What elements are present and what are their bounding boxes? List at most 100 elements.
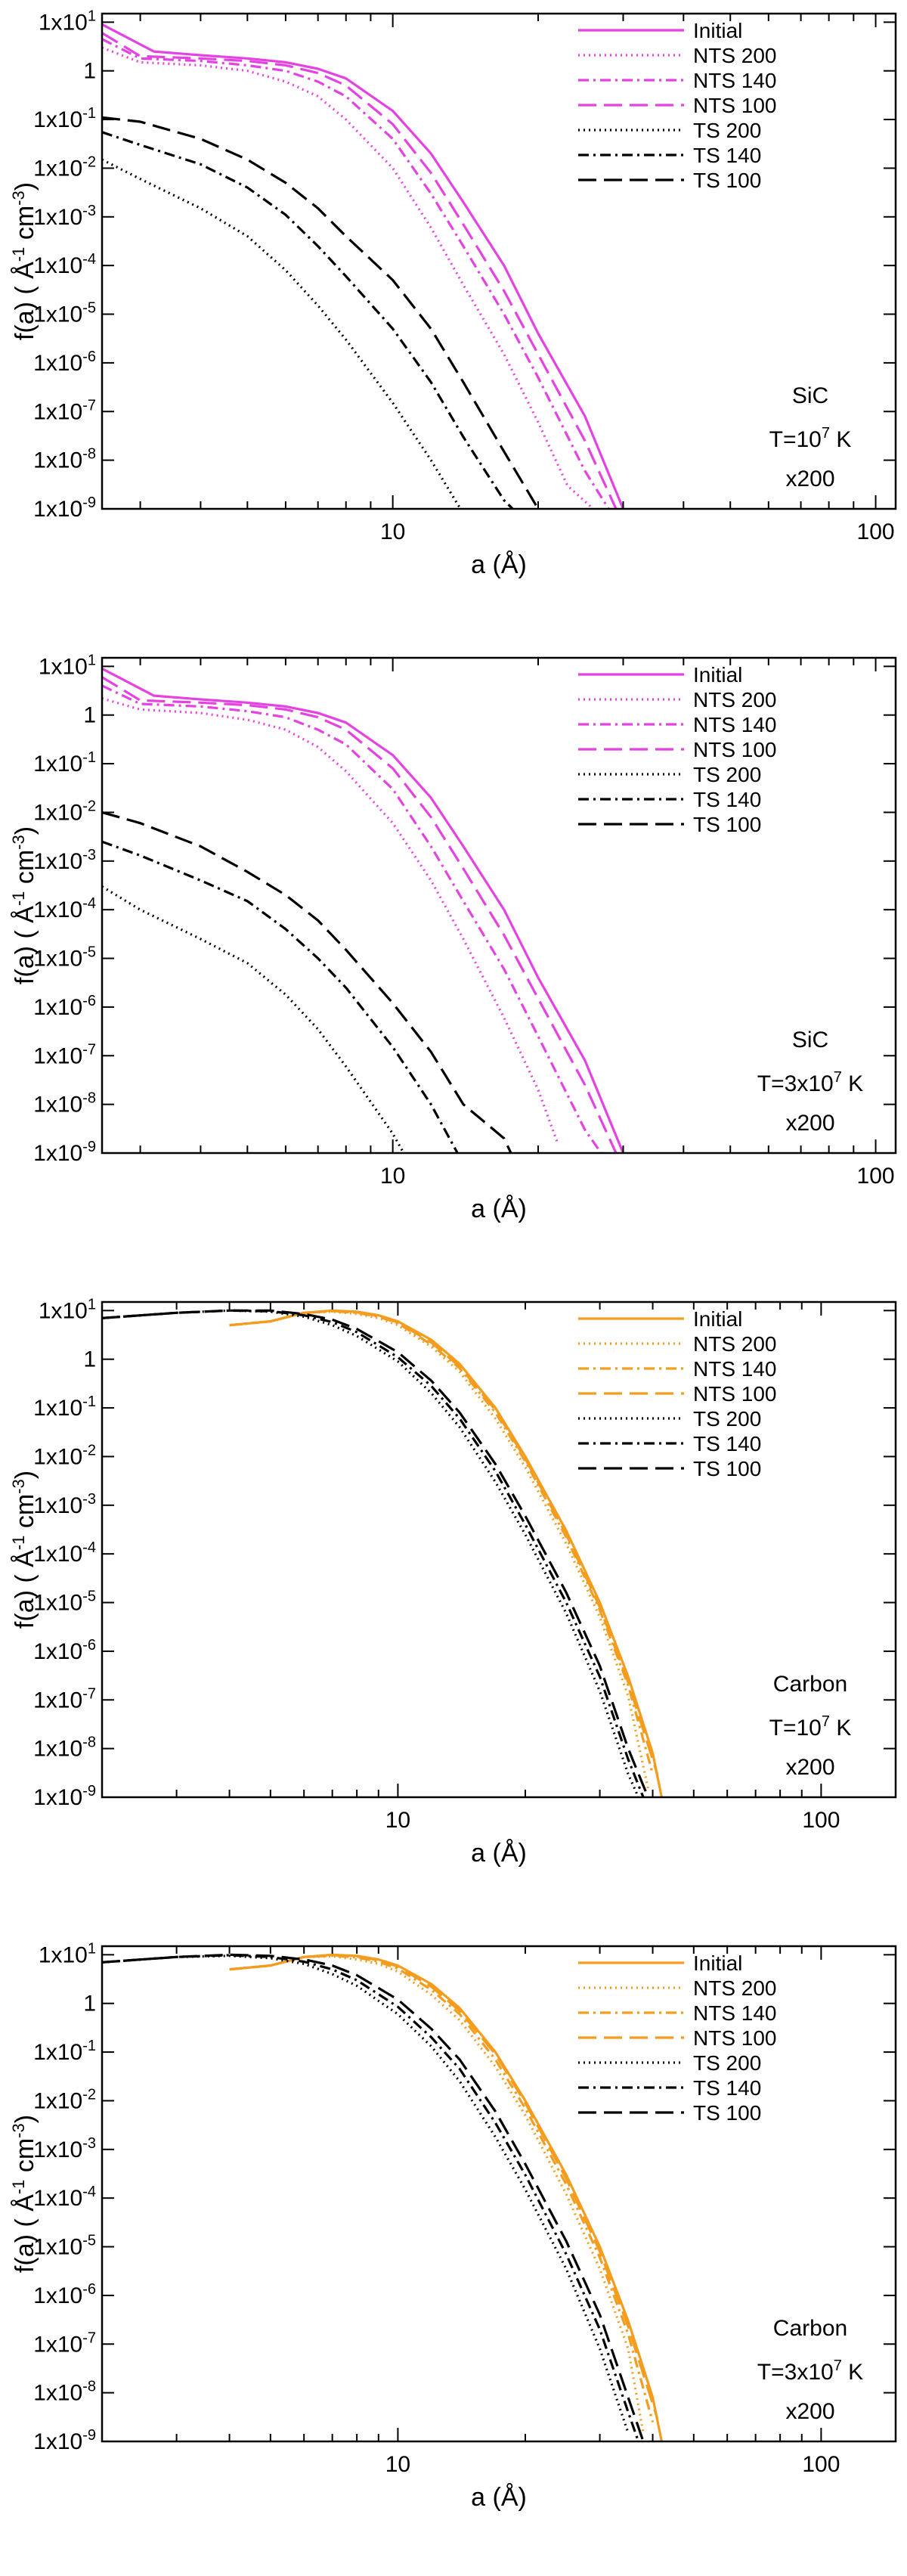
- series-line-nts-140: [229, 1310, 655, 1775]
- y-axis-label: f(a) ( Å-1 cm-3): [9, 182, 39, 340]
- x-tick-label: 10: [385, 1808, 410, 1833]
- y-tick-label: 1x10-9: [33, 1139, 96, 1166]
- y-tick-label: 1x10-1: [33, 749, 96, 777]
- series-line-nts-200: [102, 697, 559, 1145]
- series-line-nts-140: [229, 1954, 655, 2423]
- plot-frame: [101, 1300, 897, 1799]
- series-line-ts-200: [102, 1309, 640, 1797]
- series-line-nts-100: [229, 1310, 659, 1775]
- series-line-ts-200: [102, 1954, 630, 2434]
- legend-label: NTS 140: [693, 713, 777, 736]
- annotation-temperature: T=107 K: [769, 1713, 852, 1741]
- y-tick-label: 1x10-6: [33, 2281, 96, 2308]
- y-tick-label: 1x10-3: [33, 847, 96, 874]
- x-axis-label: a (Å): [471, 1839, 527, 1868]
- series-line-nts-100: [102, 32, 618, 509]
- legend-label: NTS 200: [693, 1976, 777, 2000]
- annotation-factor: x200: [785, 2399, 834, 2424]
- y-tick-label: 1x10-8: [33, 2379, 96, 2406]
- x-tick-label: 100: [802, 2452, 840, 2477]
- x-axis-label: a (Å): [471, 2483, 527, 2512]
- y-axis-label: f(a) ( Å-1 cm-3): [9, 826, 39, 984]
- legend-label: TS 140: [693, 1432, 761, 1455]
- legend-label: NTS 140: [693, 2001, 777, 2025]
- y-tick-label: 1x10-2: [33, 1442, 96, 1469]
- legend-label: Initial: [693, 663, 742, 687]
- annotation-temperature: T=107 K: [769, 425, 852, 452]
- y-tick-label: 1x10-6: [33, 349, 96, 376]
- y-tick-label: 1x10-4: [33, 2184, 96, 2211]
- y-tick-label: 1x101: [39, 1940, 96, 1967]
- y-tick-label: 1: [83, 1347, 96, 1372]
- y-tick-label: 1x10-1: [33, 1393, 96, 1421]
- y-tick-label: 1x10-5: [33, 300, 96, 327]
- series-line-ts-140: [102, 1309, 645, 1797]
- series-group: [102, 1309, 663, 1797]
- x-axis-label: a (Å): [471, 1195, 527, 1223]
- series-line-nts-200: [229, 1954, 645, 2433]
- y-tick-label: 1x10-7: [33, 397, 96, 424]
- annotation-species: SiC: [792, 1028, 828, 1052]
- series-line-nts-140: [102, 684, 602, 1153]
- chart-panel-a: 1x101 1 1x10-1 1x10-2 1x10-3 1x10-4 1x10-5 1x10…: [9, 8, 897, 579]
- y-tick-label: 1x10-5: [33, 944, 96, 972]
- legend-label: TS 200: [693, 1407, 761, 1431]
- y-tick-label: 1x10-8: [33, 1090, 96, 1118]
- legend-label: NTS 200: [693, 44, 777, 67]
- y-tick-label: 1x10-1: [33, 105, 96, 132]
- annotation-species: SiC: [792, 383, 828, 408]
- x-tick-label: 10: [380, 1164, 405, 1189]
- series-line-ts-200: [102, 158, 463, 509]
- legend-label: NTS 100: [693, 94, 777, 117]
- legend-label: NTS 140: [693, 1357, 777, 1381]
- y-tick-label: 1x10-3: [33, 203, 96, 230]
- annotation-species: Carbon: [773, 2316, 847, 2341]
- chart-panel-c: 1x101 1 1x10-1 1x10-2 1x10-3 1x10-4 1x10-5 1x10…: [9, 1296, 897, 1868]
- y-tick-label: 1: [83, 1992, 96, 2016]
- y-tick-label: 1x10-6: [33, 993, 96, 1020]
- series-line-nts-100: [229, 1954, 659, 2419]
- y-tick-label: 1x10-4: [33, 895, 96, 922]
- plot-frame: [101, 1945, 897, 2443]
- series-line-ts-140: [102, 131, 515, 509]
- plot-frame: [101, 656, 897, 1155]
- y-tick-label: 1x10-5: [33, 1589, 96, 1616]
- legend-label: Initial: [693, 1951, 742, 1975]
- y-tick-label: 1x10-8: [33, 1734, 96, 1762]
- legend-label: TS 100: [693, 813, 761, 836]
- series-line-initial: [229, 1309, 663, 1797]
- plot-frame: [101, 12, 897, 510]
- y-tick-label: 1x10-3: [33, 2135, 96, 2162]
- y-tick-label: 1x101: [39, 8, 96, 35]
- y-axis-label: f(a) ( Å-1 cm-3): [9, 2115, 39, 2273]
- series-line-initial: [102, 667, 624, 1153]
- series-line-nts-100: [102, 676, 618, 1153]
- annotation-factor: x200: [785, 467, 834, 491]
- legend-label: TS 100: [693, 1457, 761, 1480]
- legend-label: TS 140: [693, 2076, 761, 2100]
- series-line-nts-200: [229, 1310, 649, 1790]
- legend-label: NTS 100: [693, 1382, 777, 1406]
- annotation-factor: x200: [785, 1111, 834, 1136]
- x-tick-label: 10: [385, 2452, 410, 2477]
- y-tick-label: 1x10-1: [33, 2038, 96, 2065]
- legend-label: Initial: [693, 1307, 742, 1331]
- legend-label: TS 140: [693, 144, 761, 167]
- annotation-temperature: T=3x107 K: [757, 1069, 863, 1096]
- series-line-ts-140: [102, 840, 460, 1153]
- series-line-ts-140: [102, 1954, 640, 2441]
- series-line-ts-100: [102, 1309, 649, 1797]
- x-tick-label: 100: [857, 1164, 895, 1189]
- series-line-ts-100: [102, 1953, 645, 2441]
- annotation-factor: x200: [785, 1755, 834, 1780]
- y-tick-label: 1x10-4: [33, 251, 96, 278]
- y-tick-label: 1x10-2: [33, 2086, 96, 2113]
- x-tick-label: 10: [380, 519, 405, 544]
- series-group: [102, 1953, 663, 2441]
- legend-label: Initial: [693, 19, 742, 42]
- y-tick-label: 1x101: [39, 652, 96, 679]
- y-tick-label: 1x10-4: [33, 1539, 96, 1567]
- legend-label: TS 200: [693, 119, 761, 142]
- legend-label: NTS 200: [693, 688, 777, 711]
